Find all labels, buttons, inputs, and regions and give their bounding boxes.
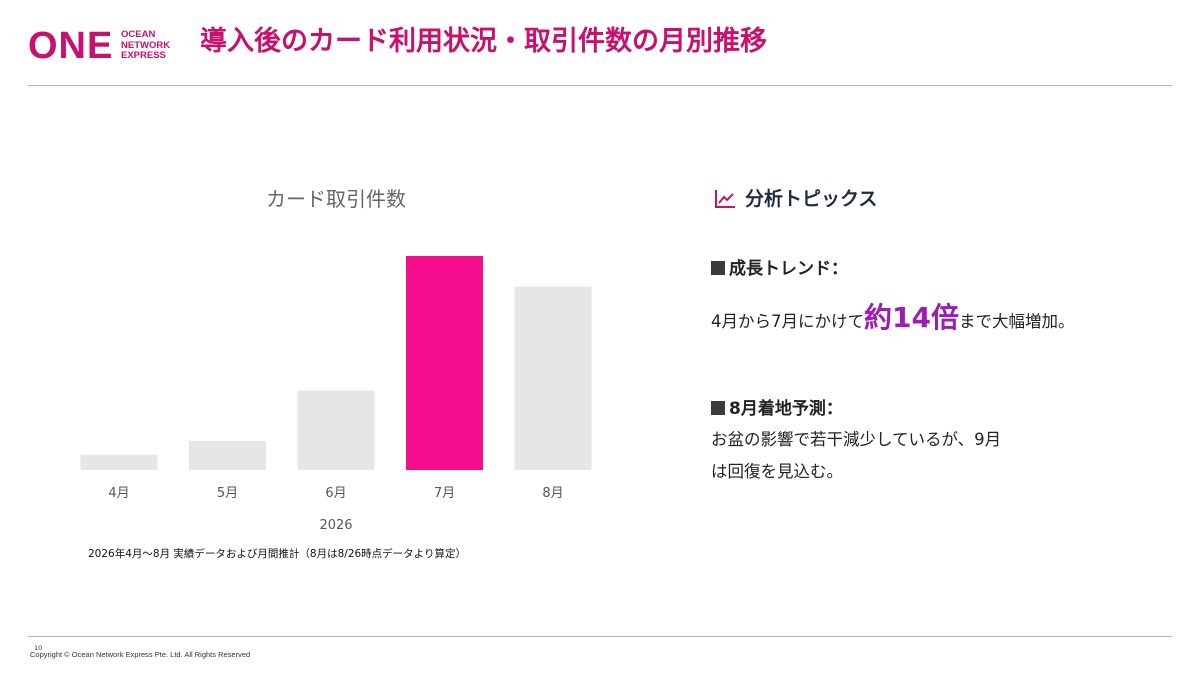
x-tick-label: 4月 [108, 486, 129, 501]
one-logo: ONE OCEAN NETWORK EXPRESS [28, 26, 188, 66]
forecast-line-2: は回復を見込む。 [711, 462, 843, 481]
growth-text-after: まで大幅増加。 [958, 312, 1075, 331]
bullet-square-icon [711, 401, 725, 415]
growth-trend-heading: 成長トレンド： [711, 254, 848, 279]
growth-text-before: 4月から7月にかけて [711, 312, 864, 331]
chart-canvas: カード取引件数 4月 5月 6月 7月 8月 2026 [80, 187, 592, 533]
bar-5 [514, 286, 592, 470]
x-tick-group: 4月 5月 6月 7月 8月 [108, 486, 563, 501]
bullet-square-icon [711, 261, 725, 275]
growth-trend-title: 成長トレンド： [729, 259, 848, 279]
logo-line: NETWORK [121, 39, 171, 51]
page-title: 導入後のカード利用状況・取引件数の月別推移 [200, 26, 767, 57]
x-tick-label: 6月 [325, 486, 346, 501]
bar-2 [189, 440, 266, 470]
forecast-title: 8月着地予測： [729, 399, 843, 419]
footer-divider [28, 636, 1172, 637]
growth-trend-text: 4月から7月にかけて約14倍まで大幅増加。 [711, 296, 1074, 336]
growth-emphasis: 約14倍 [864, 301, 959, 334]
page-number: 10 [34, 644, 43, 652]
header-divider [28, 85, 1172, 86]
chart-title: カード取引件数 [266, 187, 406, 211]
copyright-text: Copyright © Ocean Network Express Pte. L… [30, 650, 251, 659]
forecast-line-1: お盆の影響で若干減少しているが、9月 [711, 430, 1002, 449]
logo-wordmark: ONE [28, 25, 114, 67]
chart-note: 2026年4月～8月 実績データおよび月間推計（8月は8/26時点データより算定… [88, 548, 466, 560]
x-axis-label: 2026 [319, 518, 352, 533]
forecast-heading: 8月着地予測： [711, 394, 843, 419]
bar-3 [297, 390, 375, 470]
bar-chart: カード取引件数 4月 5月 6月 7月 8月 2026 [0, 0, 640, 564]
x-tick-label: 7月 [434, 486, 455, 501]
topics-title: 分析トピックス [745, 188, 878, 210]
trend-chart-icon [715, 189, 735, 208]
bar-group [80, 256, 592, 470]
x-tick-label: 8月 [542, 486, 563, 501]
logo-line: OCEAN [121, 29, 156, 40]
logo-subtitle: OCEAN NETWORK EXPRESS [121, 29, 171, 62]
bar-4 [406, 256, 483, 470]
bar-1 [80, 454, 158, 470]
topics-header: 分析トピックス [713, 184, 877, 211]
logo-line: EXPRESS [121, 50, 166, 61]
x-tick-label: 5月 [217, 486, 238, 501]
